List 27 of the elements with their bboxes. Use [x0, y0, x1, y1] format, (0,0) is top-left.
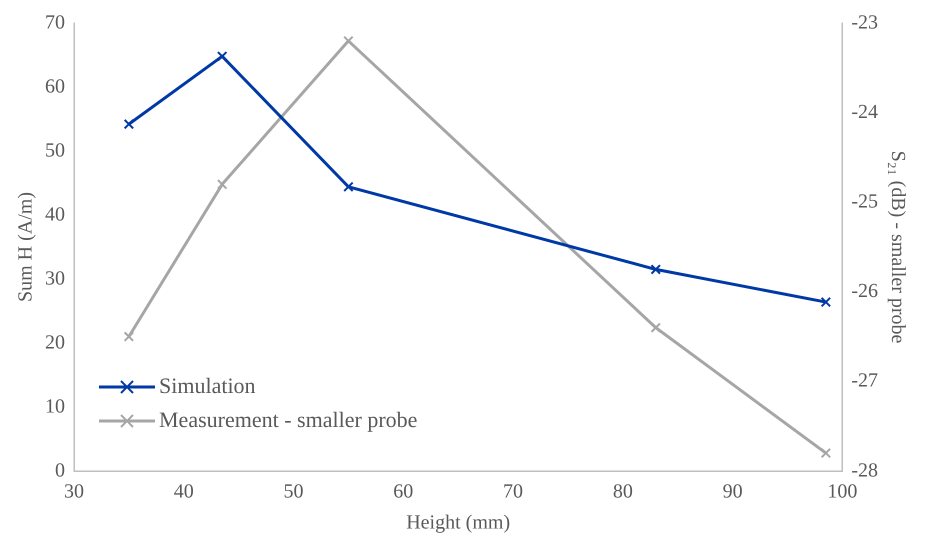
- y-tick-label: 10: [45, 395, 65, 418]
- y2-tick-label: -24: [851, 100, 878, 123]
- x-tick-label: 90: [722, 480, 743, 502]
- legend-label: Measurement - smaller probe: [159, 406, 418, 432]
- y2-axis-title: S₂₁ (dB) - smaller probe: [886, 150, 909, 344]
- y2-tick-label: -27: [851, 370, 878, 392]
- legend-label: Simulation: [159, 372, 256, 398]
- y-tick-label: 20: [45, 331, 65, 354]
- y2-tick-label: -26: [851, 280, 878, 302]
- x-tick-label: 30: [64, 480, 84, 502]
- x-tick-label: 50: [284, 480, 304, 502]
- y2-tick-label: -28: [851, 459, 878, 482]
- x-tick-label: 70: [503, 480, 524, 502]
- y-tick-label: 70: [45, 11, 65, 34]
- y2-tick-label: -23: [851, 11, 878, 34]
- y-tick-label: 30: [45, 267, 65, 290]
- x-tick-label: 80: [612, 480, 633, 502]
- y-tick-label: 60: [45, 75, 65, 98]
- y-axis-title: Sum H (A/m): [14, 192, 36, 302]
- y2-tick-label: -25: [851, 190, 878, 212]
- x-tick-label: 40: [174, 480, 194, 502]
- x-tick-label: 60: [393, 480, 414, 502]
- x-tick-label: 100: [827, 480, 858, 502]
- y-tick-label: 50: [45, 139, 65, 162]
- x-axis-title: Height (mm): [406, 511, 510, 534]
- y-tick-label: 40: [45, 203, 65, 226]
- y-tick-label: 0: [55, 459, 65, 482]
